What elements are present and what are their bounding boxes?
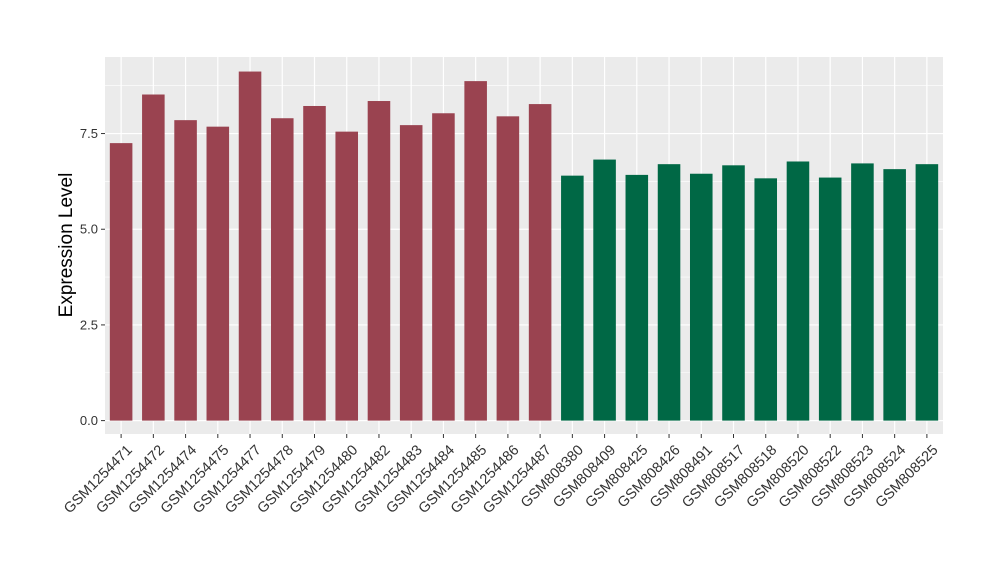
bar-GSM808380: [561, 175, 584, 421]
y-tick-label: 7.5: [80, 126, 98, 141]
bar-GSM1254487: [528, 104, 552, 421]
bar-GSM808425: [625, 174, 649, 421]
bar-GSM808522: [818, 177, 842, 421]
bar-GSM1254479: [303, 105, 326, 421]
y-axis: 0.0 2.5 5.0 7.5: [80, 126, 105, 428]
bar-GSM1254485: [464, 81, 487, 421]
y-tick-label: 2.5: [80, 317, 98, 332]
bar-GSM1254472: [142, 94, 165, 421]
bar-GSM1254477: [238, 71, 262, 421]
bar-GSM808426: [657, 164, 681, 421]
bar-GSM808409: [593, 159, 616, 421]
bar-GSM1254484: [432, 113, 455, 421]
bar-GSM1254471: [109, 143, 133, 421]
y-axis-title: Expression Level: [56, 173, 77, 318]
bar-GSM1254486: [496, 116, 520, 421]
plot-panel: [105, 57, 943, 434]
bar-GSM1254483: [399, 125, 423, 421]
bar-GSM1254480: [335, 131, 359, 421]
bar-GSM1254482: [367, 101, 391, 421]
bar-GSM808491: [689, 173, 713, 421]
bar-GSM808520: [786, 161, 810, 421]
bar-GSM808525: [915, 164, 939, 421]
y-tick-label: 0.0: [80, 413, 98, 428]
bar-GSM1254478: [270, 118, 294, 421]
bar-GSM1254474: [174, 120, 197, 421]
bar-GSM808518: [754, 178, 778, 421]
x-axis: GSM1254471GSM1254472GSM1254474GSM1254475…: [61, 434, 941, 517]
bars: [109, 71, 939, 421]
bar-GSM808523: [851, 163, 874, 421]
bar-GSM808524: [883, 169, 906, 421]
bar-GSM1254475: [206, 126, 230, 421]
bar-GSM808517: [722, 165, 745, 421]
y-tick-label: 5.0: [80, 222, 98, 237]
